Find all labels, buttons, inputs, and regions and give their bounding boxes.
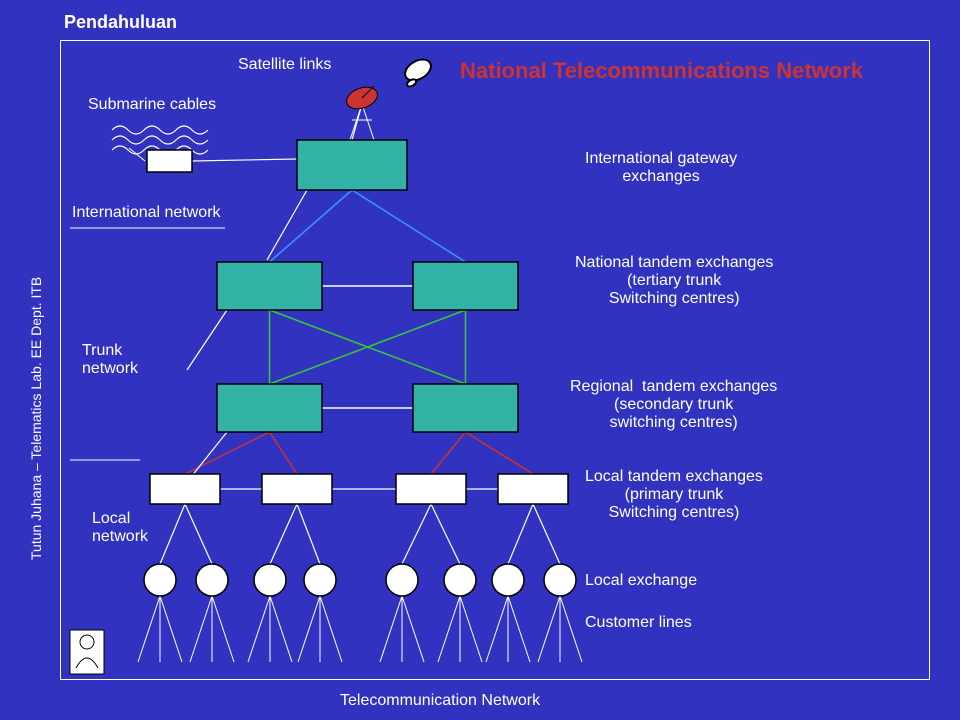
label-intl-network: International network xyxy=(72,204,221,222)
slide-header: Pendahuluan xyxy=(64,12,177,33)
label-national: National tandem exchanges (tertiary trun… xyxy=(575,254,773,308)
label-submarine: Submarine cables xyxy=(88,96,216,114)
label-regional: Regional tandem exchanges (secondary tru… xyxy=(570,378,777,432)
diagram-title: National Telecommunications Network xyxy=(460,58,863,84)
slide-frame xyxy=(60,40,930,680)
label-intl-gateway: International gateway exchanges xyxy=(585,150,737,186)
label-local-network: Local network xyxy=(92,510,148,546)
slide-footer: Telecommunication Network xyxy=(340,692,540,710)
label-local-exchange: Local exchange xyxy=(585,572,697,590)
label-trunk-network: Trunk network xyxy=(82,342,138,378)
label-satellite: Satellite links xyxy=(238,56,331,74)
label-customer-lines: Customer lines xyxy=(585,614,692,632)
side-credit: Tutun Juhana – Telematics Lab. EE Dept. … xyxy=(28,277,44,560)
label-local-tandem: Local tandem exchanges (primary trunk Sw… xyxy=(585,468,763,522)
